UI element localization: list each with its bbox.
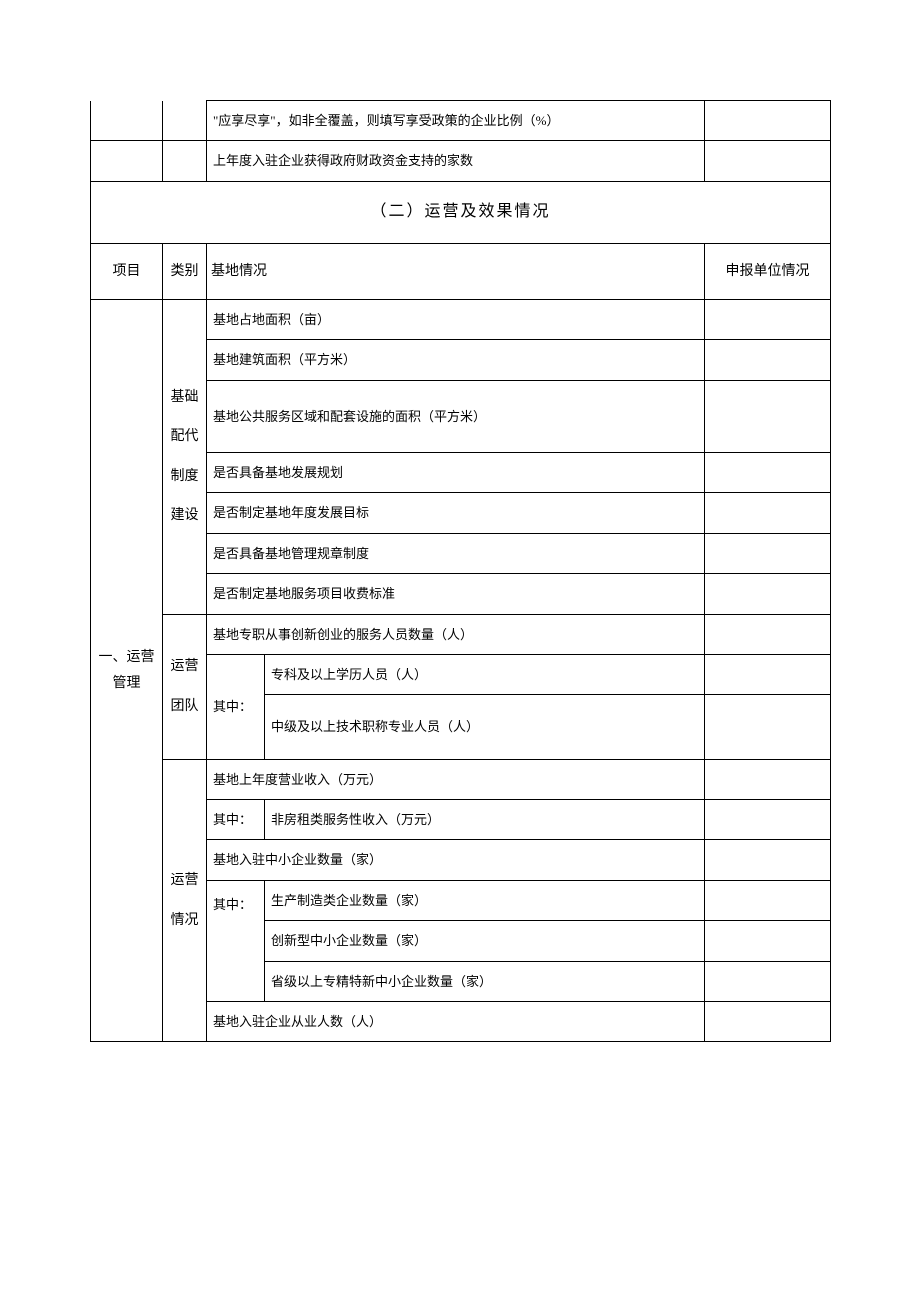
- form-table: "应享尽享"，如非全覆盖，则填写享受政策的企业比例（%） 上年度入驻企业获得政府…: [90, 100, 831, 1042]
- row-label: 是否制定基地服务项目收费标准: [207, 574, 705, 614]
- qizhong-label: 其中：: [207, 880, 265, 1001]
- row-value: [705, 340, 831, 380]
- row-value: [705, 800, 831, 840]
- row-value: [705, 299, 831, 339]
- empty-cell: [163, 101, 207, 141]
- qizhong-label: 其中：: [207, 654, 265, 759]
- row-label: 创新型中小企业数量（家）: [265, 921, 705, 961]
- table-row: 运营情况 基地上年度营业收入（万元）: [91, 759, 831, 799]
- row-value: [705, 759, 831, 799]
- row-label: 是否具备基地管理规章制度: [207, 533, 705, 573]
- row-value: [705, 533, 831, 573]
- row-value: [705, 101, 831, 141]
- empty-cell: [163, 141, 207, 181]
- row-value: [705, 141, 831, 181]
- table-row: 运营团队 基地专职从事创新创业的服务人员数量（人）: [91, 614, 831, 654]
- row-label: 基地建筑面积（平方米）: [207, 340, 705, 380]
- section-label: 一、运营管理: [91, 299, 163, 1042]
- row-value: [705, 493, 831, 533]
- row-value: [705, 880, 831, 920]
- row-label: 是否制定基地年度发展目标: [207, 493, 705, 533]
- qizhong-label: 其中：: [207, 800, 265, 840]
- row-label: 专科及以上学历人员（人）: [265, 654, 705, 694]
- row-label: 基地上年度营业收入（万元）: [207, 759, 705, 799]
- row-value: [705, 380, 831, 452]
- empty-cell: [91, 101, 163, 141]
- row-label: 基地专职从事创新创业的服务人员数量（人）: [207, 614, 705, 654]
- section-header-row: （二）运营及效果情况: [91, 181, 831, 243]
- table-row: 上年度入驻企业获得政府财政资金支持的家数: [91, 141, 831, 181]
- row-label: 生产制造类企业数量（家）: [265, 880, 705, 920]
- row-value: [705, 654, 831, 694]
- row-value: [705, 452, 831, 492]
- row-label: 上年度入驻企业获得政府财政资金支持的家数: [207, 141, 705, 181]
- row-label: 基地占地面积（亩）: [207, 299, 705, 339]
- row-label: "应享尽享"，如非全覆盖，则填写享受政策的企业比例（%）: [207, 101, 705, 141]
- row-value: [705, 961, 831, 1001]
- row-value: [705, 574, 831, 614]
- row-label: 是否具备基地发展规划: [207, 452, 705, 492]
- empty-cell: [91, 141, 163, 181]
- col-header-applicant: 申报单位情况: [705, 243, 831, 299]
- row-value: [705, 921, 831, 961]
- row-value: [705, 614, 831, 654]
- category-label: 运营情况: [163, 759, 207, 1042]
- table-row: 一、运营管理 基础配代制度建设 基地占地面积（亩）: [91, 299, 831, 339]
- column-header-row: 项目 类别 基地情况 申报单位情况: [91, 243, 831, 299]
- category-label: 运营团队: [163, 614, 207, 759]
- col-header-category: 类别: [163, 243, 207, 299]
- col-header-project: 项目: [91, 243, 163, 299]
- row-value: [705, 1002, 831, 1042]
- row-label: 基地公共服务区域和配套设施的面积（平方米）: [207, 380, 705, 452]
- section-title: （二）运营及效果情况: [91, 181, 831, 243]
- table-row: "应享尽享"，如非全覆盖，则填写享受政策的企业比例（%）: [91, 101, 831, 141]
- row-label: 非房租类服务性收入（万元）: [265, 800, 705, 840]
- row-value: [705, 695, 831, 759]
- row-label: 省级以上专精特新中小企业数量（家）: [265, 961, 705, 1001]
- category-label: 基础配代制度建设: [163, 299, 207, 614]
- row-label: 基地入驻中小企业数量（家）: [207, 840, 705, 880]
- row-label: 中级及以上技术职称专业人员（人）: [265, 695, 705, 759]
- col-header-base: 基地情况: [207, 243, 705, 299]
- row-value: [705, 840, 831, 880]
- row-label: 基地入驻企业从业人数（人）: [207, 1002, 705, 1042]
